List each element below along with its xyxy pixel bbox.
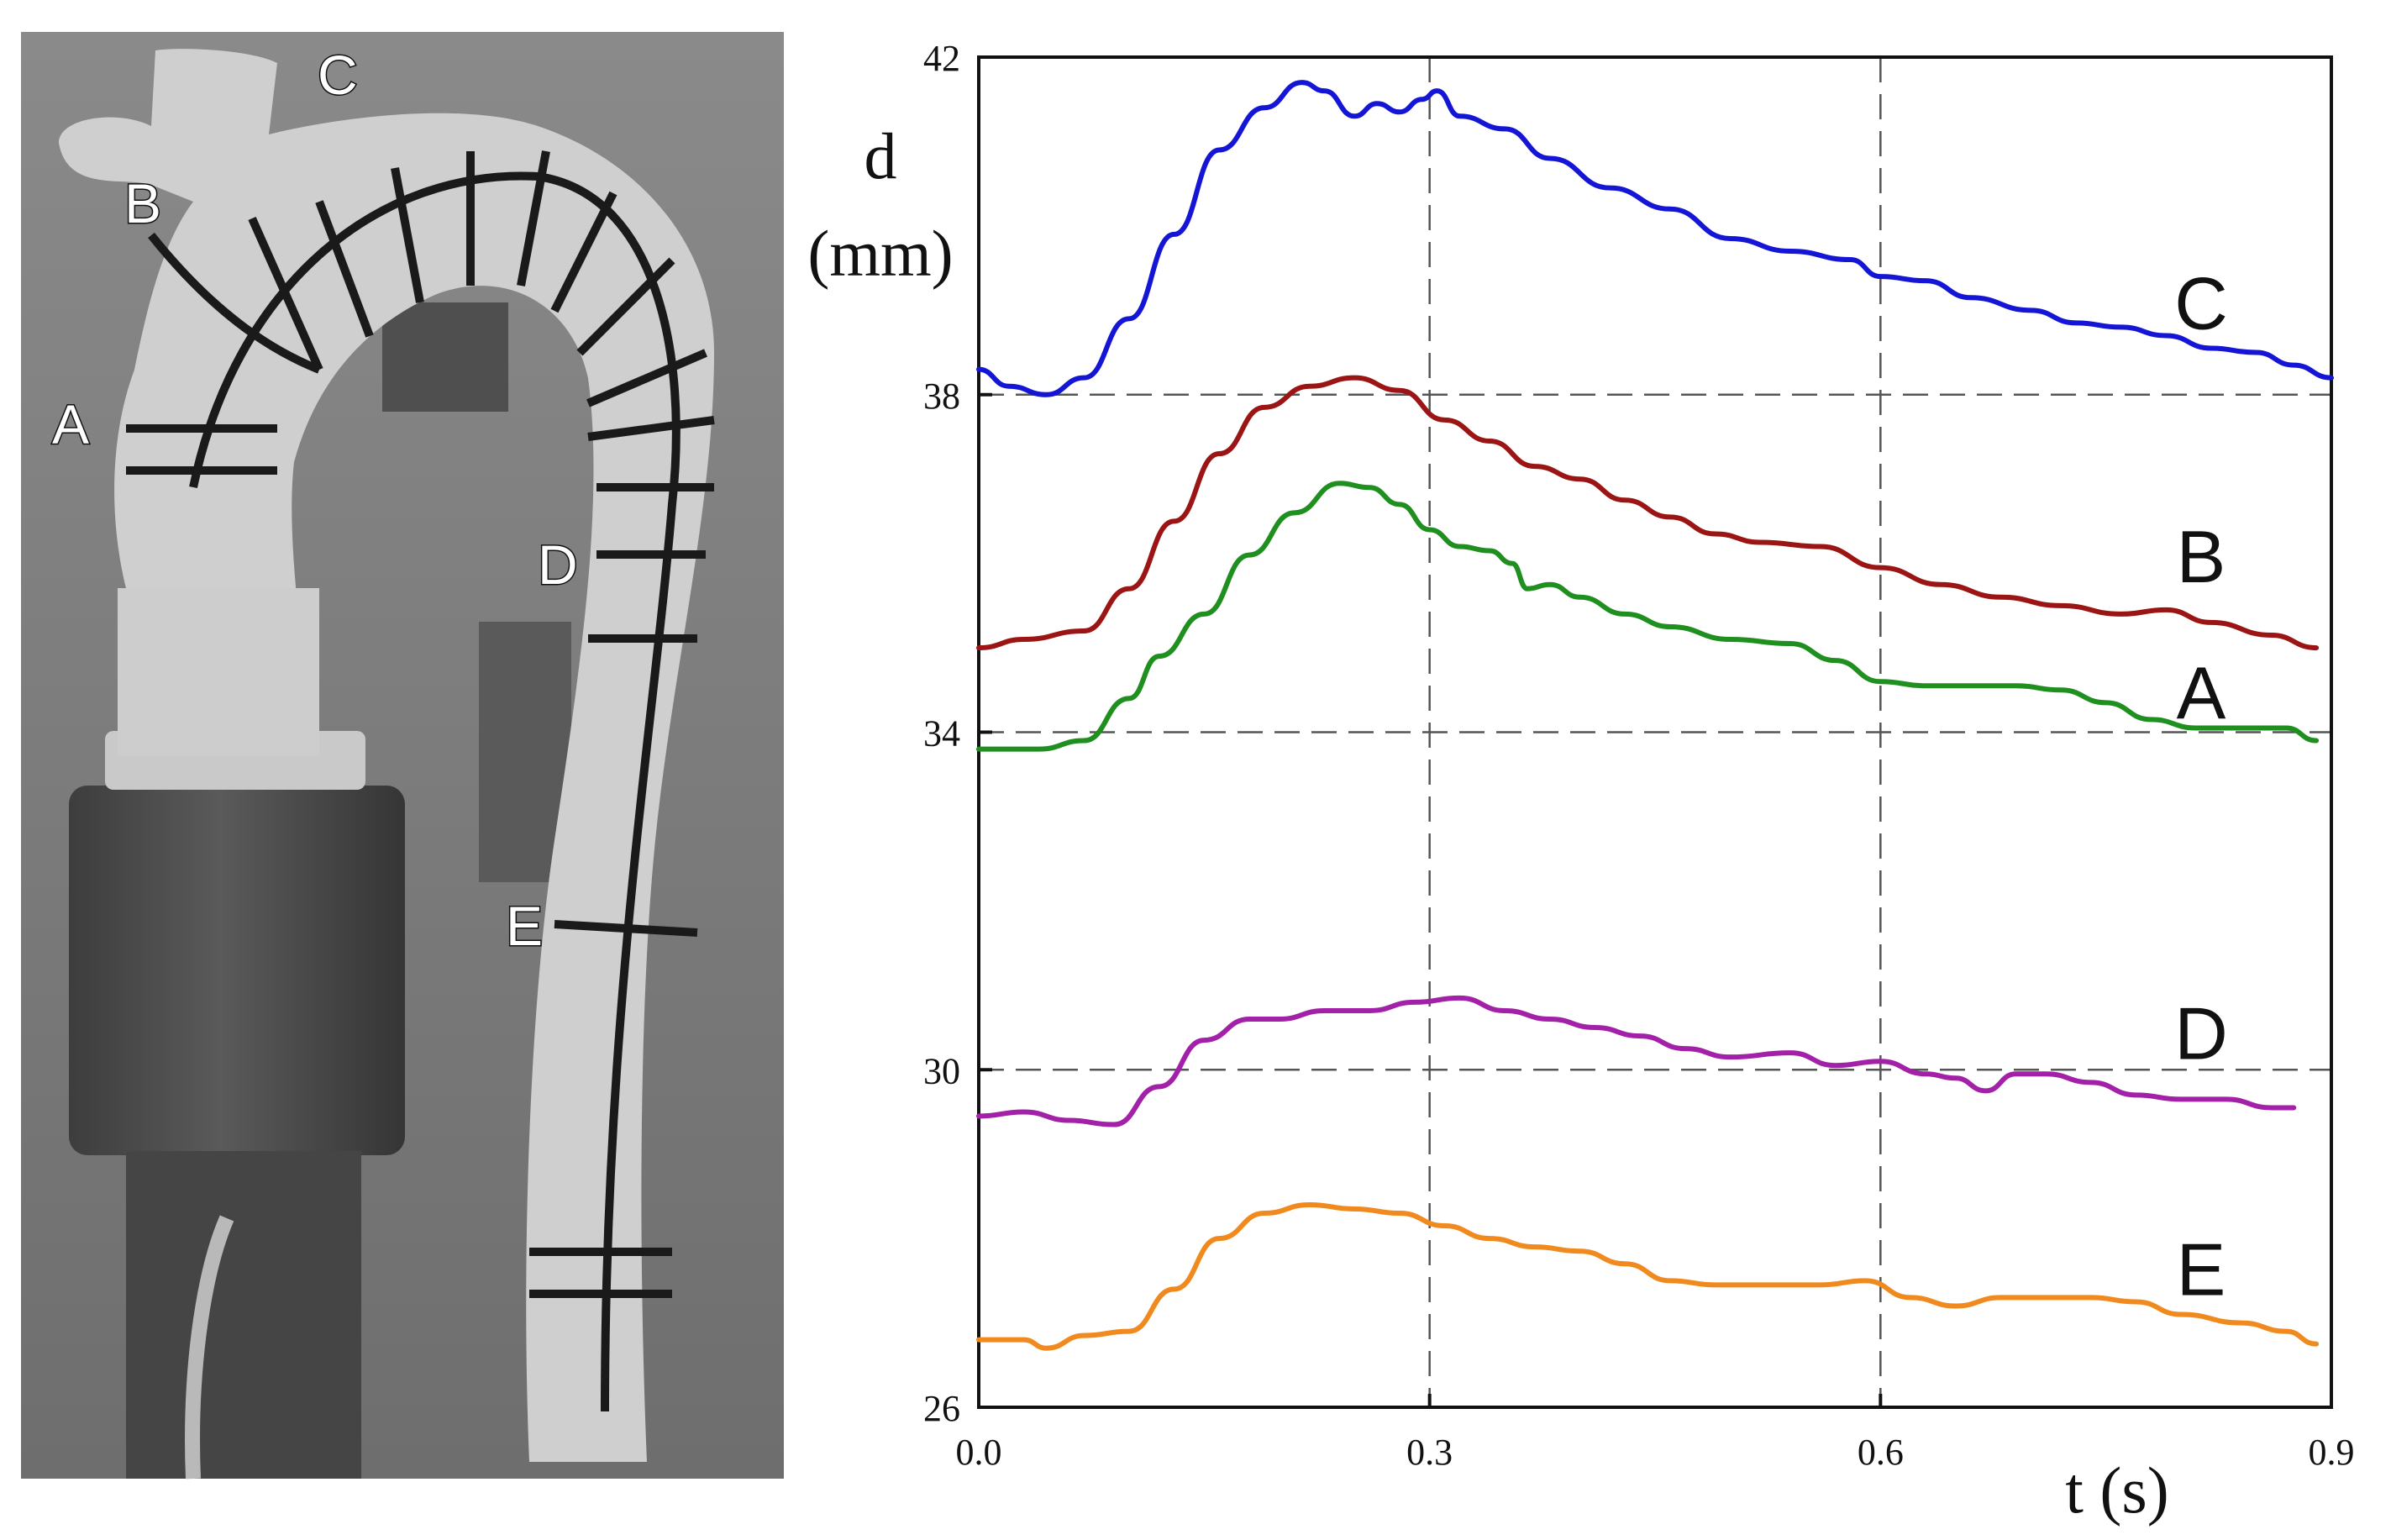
mount-cylinder [69,786,405,1155]
series-line-b [976,375,2320,651]
x-tick-label: 0.3 [1406,1432,1453,1473]
y-tick-label: 42 [923,38,960,79]
mount-tube [126,1151,361,1479]
aortic-root [118,588,319,756]
holder-block [382,302,508,412]
y-tick-label: 30 [923,1050,960,1091]
x-tick-label: 0.6 [1858,1432,1904,1473]
x-axis-title: t (s) [2065,1453,2168,1527]
y-axis-title-symbol: d [864,119,897,192]
y-tick-label: 38 [923,376,960,417]
series-lines [976,80,2334,1351]
photo-label-e: E [506,895,543,957]
aortic-phantom-photo: C B A D E [21,32,784,1480]
series-line-e [976,1201,2320,1351]
y-axis-title-unit: (mm) [807,217,953,290]
series-label-a: A [2177,652,2226,735]
photo-label-a: A [52,393,89,455]
series-line-c [976,80,2334,397]
pipe [185,1215,234,1480]
y-tick-label: 26 [923,1388,960,1429]
x-tick-label: 0.9 [2309,1432,2355,1473]
grid-lines [979,57,2331,1407]
series-label-d: D [2174,991,2228,1075]
y-tick-label: 34 [923,713,960,754]
series-line-d [976,995,2297,1127]
axis-ticks: 0.0 0.3 0.6 0.9 26 30 34 38 42 [923,38,2355,1473]
series-label-c: C [2174,262,2228,345]
x-tick-label: 0.0 [956,1432,1002,1473]
series-line-a [976,481,2320,752]
series-labels: C BA D E [2174,262,2228,1311]
photo-label-d: D [538,533,578,596]
series-label-e: E [2177,1228,2226,1311]
series-label-b: B [2177,515,2226,598]
marker-lines [126,150,715,1412]
photo-label-b: B [124,172,161,234]
photo-label-c: C [318,44,358,106]
